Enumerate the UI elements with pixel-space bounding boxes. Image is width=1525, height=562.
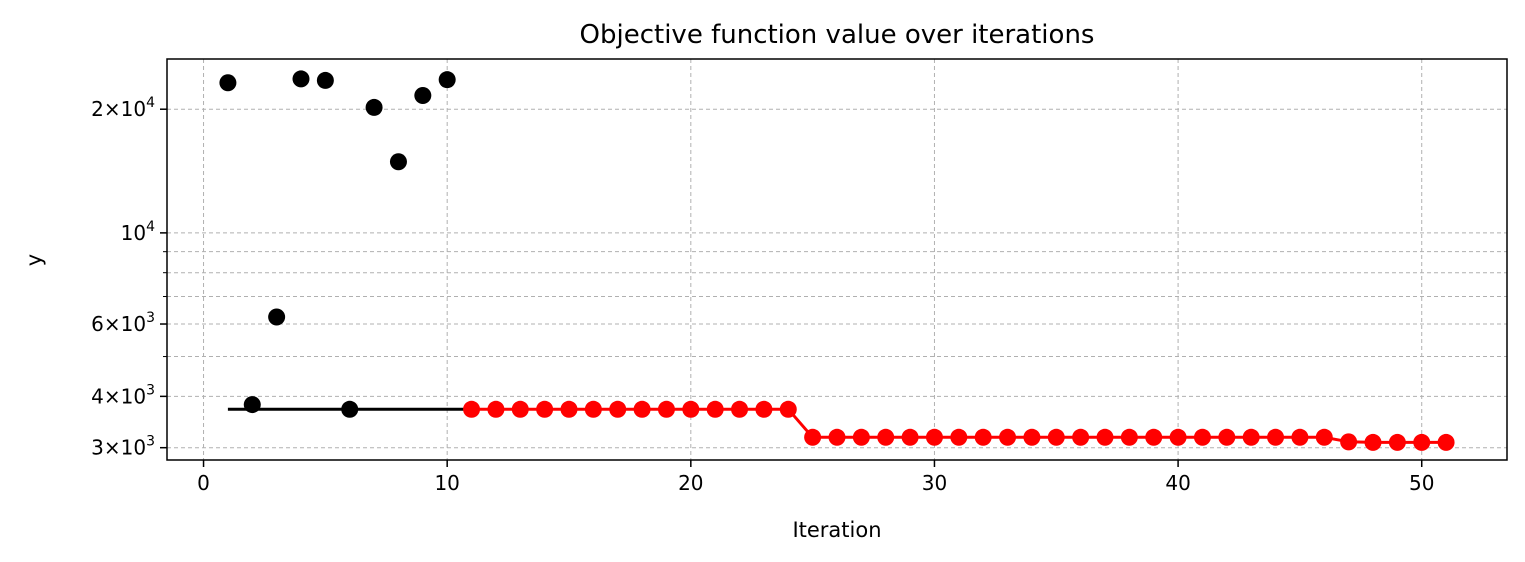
data-point: [219, 74, 237, 92]
y-tick-label: 4×103: [91, 382, 155, 408]
data-point: [1267, 428, 1285, 446]
chart-title: Objective function value over iterations: [580, 20, 1095, 50]
data-point: [1218, 428, 1236, 446]
data-point: [706, 400, 724, 418]
data-point: [828, 428, 846, 446]
y-tick-label: 104: [121, 219, 155, 245]
x-tick-label: 0: [197, 471, 210, 495]
data-point: [974, 428, 992, 446]
data-point: [1023, 428, 1041, 446]
data-point: [560, 400, 578, 418]
plot-frame: [166, 58, 1508, 461]
data-point: [292, 70, 310, 88]
y-tick-label: 6×103: [91, 310, 155, 336]
data-point: [1193, 428, 1211, 446]
data-point: [731, 400, 749, 418]
data-point: [511, 400, 529, 418]
data-point: [950, 428, 968, 446]
data-point: [365, 98, 383, 116]
x-tick-label: 10: [434, 471, 459, 495]
data-point: [1364, 433, 1382, 451]
data-point: [584, 400, 602, 418]
data-point: [1413, 433, 1431, 451]
data-point: [925, 428, 943, 446]
data-point: [316, 71, 334, 89]
data-point: [414, 86, 432, 104]
data-point: [804, 428, 822, 446]
x-axis-label: Iteration: [792, 518, 881, 542]
data-point: [1120, 428, 1138, 446]
y-axis-label: y: [22, 254, 46, 266]
y-tick-exponent: 4: [146, 95, 155, 111]
data-point: [1096, 428, 1114, 446]
y-tick-exponent: 3: [146, 382, 155, 398]
data-point: [877, 428, 895, 446]
x-tick-label: 20: [678, 471, 703, 495]
x-tick-label: 30: [922, 471, 947, 495]
data-point: [609, 400, 627, 418]
x-tick-label: 40: [1165, 471, 1190, 495]
x-tick-label: 50: [1409, 471, 1434, 495]
data-point: [1340, 433, 1358, 451]
data-point: [1291, 428, 1309, 446]
data-point: [389, 153, 407, 171]
data-point: [1169, 428, 1187, 446]
data-point: [1072, 428, 1090, 446]
data-point: [657, 400, 675, 418]
data-point: [487, 400, 505, 418]
data-point: [682, 400, 700, 418]
y-tick-exponent: 3: [146, 310, 155, 326]
data-point: [901, 428, 919, 446]
data-point: [1145, 428, 1163, 446]
data-point: [999, 428, 1017, 446]
data-point: [268, 308, 286, 326]
y-tick-exponent: 3: [146, 434, 155, 450]
y-tick-exponent: 4: [146, 219, 155, 235]
data-point: [536, 400, 554, 418]
data-point: [633, 400, 651, 418]
data-point: [1388, 433, 1406, 451]
data-point: [779, 400, 797, 418]
y-tick-label: 3×103: [91, 434, 155, 460]
axis-ticks: 0 10 20 30 40 50 3×103 4×103 6×103 104 2×104: [91, 95, 1434, 495]
data-point: [1437, 433, 1455, 451]
plot-series: [219, 70, 1455, 451]
data-point: [1315, 428, 1333, 446]
grid-lines: [167, 59, 1507, 460]
data-point: [1047, 428, 1065, 446]
data-point: [755, 400, 773, 418]
data-point: [852, 428, 870, 446]
data-point: [1242, 428, 1260, 446]
y-tick-label: 2×104: [91, 95, 155, 121]
data-point: [463, 400, 481, 418]
data-point: [438, 71, 456, 89]
